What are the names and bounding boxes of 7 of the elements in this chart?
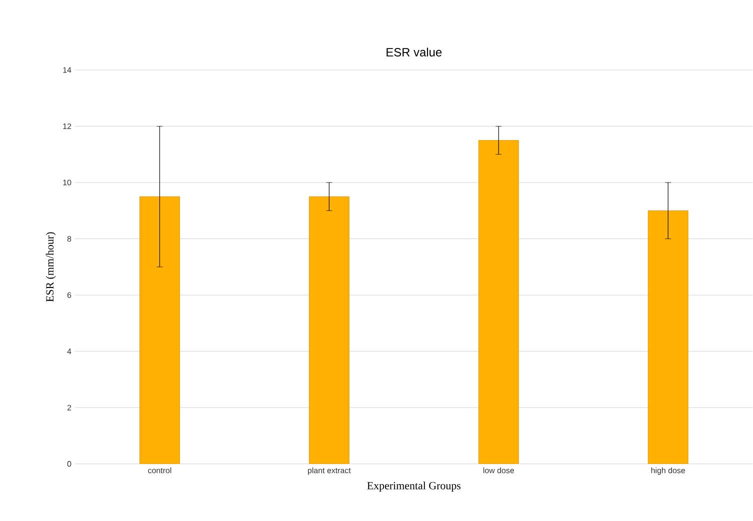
bar [478,140,519,464]
y-axis-title: ESR (mm/hour) [46,232,56,302]
chart-title: ESR value [386,48,442,57]
bar [308,196,350,464]
bar [140,196,180,464]
x-axis-title: Experimental Groups [367,482,460,492]
bar [648,210,688,464]
